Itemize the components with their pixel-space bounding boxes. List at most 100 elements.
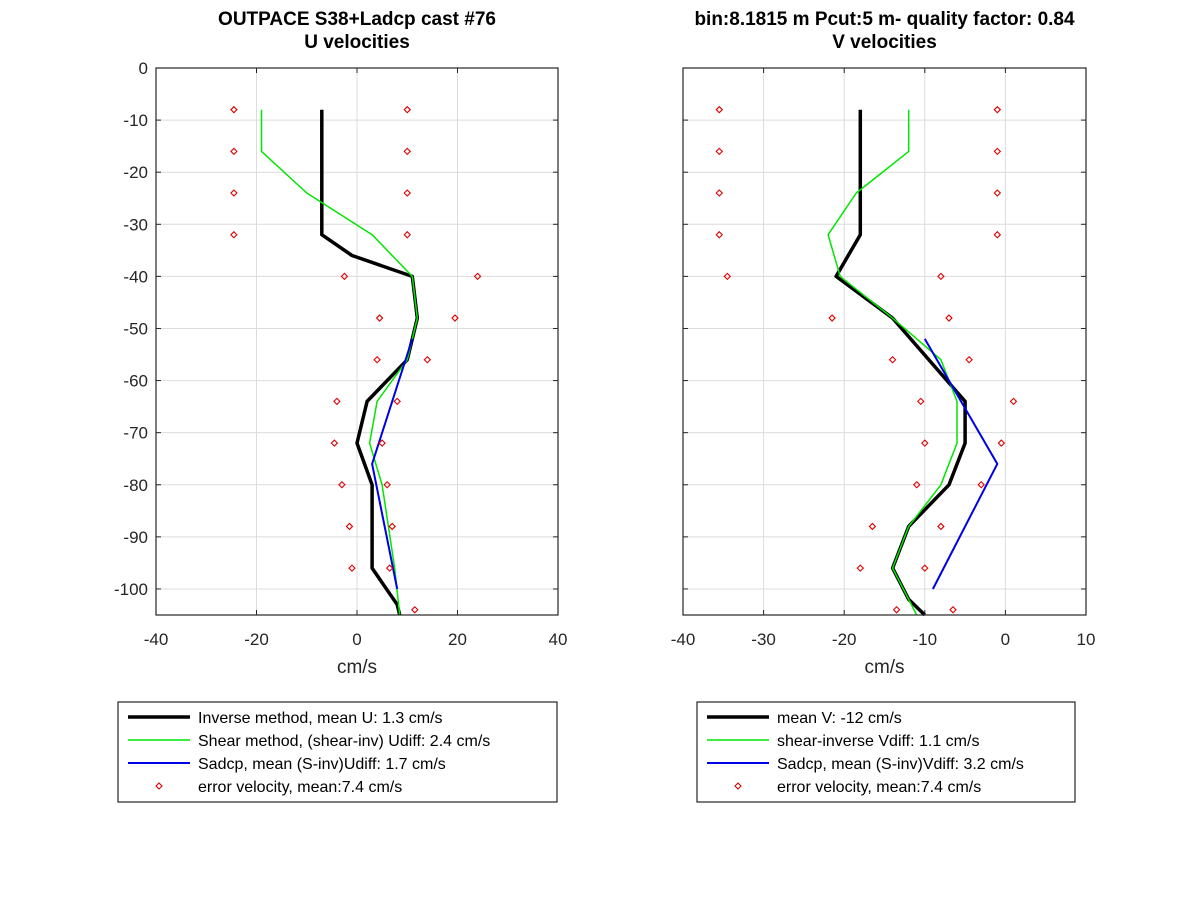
legend-entry: Shear method, (shear-inv) Udiff: 2.4 cm/… xyxy=(128,733,490,750)
legend-entry: Inverse method, mean U: 1.3 cm/s xyxy=(128,710,443,727)
y-tick-label: -80 xyxy=(123,476,148,495)
error-velocity-point xyxy=(965,355,973,364)
x-tick-label: -40 xyxy=(144,630,169,649)
error-velocity-point xyxy=(921,564,929,572)
error-velocity-point xyxy=(411,606,419,614)
error-velocity-point xyxy=(373,355,381,364)
plot-area xyxy=(683,68,1086,615)
legend-label: error velocity, mean:7.4 cm/s xyxy=(198,779,402,796)
x-tick-label: 40 xyxy=(549,630,568,649)
error-velocity-point xyxy=(937,272,945,281)
error-velocity-point xyxy=(715,105,724,114)
error-velocity-point xyxy=(856,564,865,572)
error-velocity-point xyxy=(993,189,1002,197)
legend-entry: Sadcp, mean (S-inv)Vdiff: 3.2 cm/s xyxy=(707,756,1024,773)
chart-panel-u: OUTPACE S38+Ladcp cast #76U velocities -4… xyxy=(114,9,568,803)
error-velocity-point xyxy=(715,230,724,239)
error-velocity-point xyxy=(393,397,401,406)
error-velocity-point xyxy=(912,480,921,489)
error-velocity-point xyxy=(338,480,346,489)
error-velocity-point xyxy=(868,522,877,531)
chart-title-line: U velocities xyxy=(304,32,410,53)
series-line-1 xyxy=(827,109,958,616)
legend-entry: error velocity, mean:7.4 cm/s xyxy=(734,779,981,796)
y-tick-label: 0 xyxy=(139,59,148,78)
y-tick-label: -90 xyxy=(123,528,148,547)
error-velocity-point xyxy=(403,230,412,239)
error-velocity-point xyxy=(473,272,482,281)
y-tick-label: -100 xyxy=(114,580,148,599)
y-tick-label: -20 xyxy=(123,163,148,182)
error-velocity-point xyxy=(451,314,459,322)
error-velocity-point xyxy=(403,189,412,197)
chart-title-line: OUTPACE S38+Ladcp cast #76 xyxy=(218,9,496,30)
error-velocity-point xyxy=(375,314,384,322)
error-velocity-point xyxy=(715,147,724,156)
error-velocity-point xyxy=(993,147,1002,156)
x-tick-label: -20 xyxy=(832,630,857,649)
error-velocity-point xyxy=(403,147,412,156)
legend-swatch-marker xyxy=(155,782,163,790)
chart-title-line: bin:8.1815 m Pcut:5 m- quality factor: 0… xyxy=(694,9,1075,30)
error-velocity-point xyxy=(333,397,341,406)
error-velocity-point xyxy=(949,606,957,614)
x-tick-label: 10 xyxy=(1077,630,1096,649)
series-line-2 xyxy=(923,338,999,590)
legend-label: error velocity, mean:7.4 cm/s xyxy=(777,779,981,796)
series-line-2 xyxy=(371,338,414,590)
x-tick-label: 0 xyxy=(352,630,361,649)
x-tick-label: -40 xyxy=(671,630,696,649)
x-tick-label: -10 xyxy=(913,630,938,649)
legend-entry: shear-inverse Vdiff: 1.1 cm/s xyxy=(707,733,979,750)
error-velocity-point xyxy=(916,397,925,406)
x-tick-label: 0 xyxy=(1001,630,1010,649)
legend-entry: mean V: -12 cm/s xyxy=(707,710,902,727)
y-tick-label: -50 xyxy=(123,319,148,338)
error-velocity-point xyxy=(345,522,354,531)
legend: Inverse method, mean U: 1.3 cm/s Shear me… xyxy=(117,701,558,803)
legend-label: Shear method, (shear-inv) Udiff: 2.4 cm/… xyxy=(198,733,490,750)
error-velocity-point xyxy=(715,189,724,197)
y-tick-label: -10 xyxy=(123,111,148,130)
y-tick-label: -30 xyxy=(123,215,148,234)
error-velocity-point xyxy=(892,606,901,614)
error-velocity-point xyxy=(1009,397,1018,406)
error-velocity-point xyxy=(230,189,238,197)
error-velocity-point xyxy=(945,314,953,322)
legend-label: Inverse method, mean U: 1.3 cm/s xyxy=(198,710,443,727)
x-tick-label: -20 xyxy=(244,630,269,649)
y-tick-label: -70 xyxy=(123,424,148,443)
error-velocity-point xyxy=(340,272,349,281)
x-tick-label: 20 xyxy=(448,630,467,649)
y-tick-label: -60 xyxy=(123,372,148,391)
error-velocity-point xyxy=(423,355,432,364)
error-velocity-point xyxy=(997,439,1006,447)
error-velocity-point xyxy=(348,564,356,572)
error-velocity-point xyxy=(921,439,929,447)
legend-swatch-marker xyxy=(734,782,742,790)
axes-frame xyxy=(682,67,1087,616)
x-tick-label: -30 xyxy=(751,630,776,649)
error-velocity-point xyxy=(230,230,238,239)
y-tick-label: -40 xyxy=(123,267,148,286)
legend-label: mean V: -12 cm/s xyxy=(777,710,902,727)
error-velocity-point xyxy=(993,105,1002,114)
chart-panel-v: bin:8.1815 m Pcut:5 m- quality factor: 0… xyxy=(671,9,1096,803)
x-axis-label: cm/s xyxy=(337,657,377,678)
error-velocity-point xyxy=(888,355,897,364)
error-velocity-point xyxy=(388,522,396,531)
error-velocity-point xyxy=(378,439,386,447)
error-velocity-point xyxy=(937,522,945,531)
legend: mean V: -12 cm/s shear-inverse Vdiff: 1.1… xyxy=(696,701,1076,803)
x-axis-label: cm/s xyxy=(864,657,904,678)
error-velocity-point xyxy=(230,147,238,156)
legend-entry: error velocity, mean:7.4 cm/s xyxy=(155,779,402,796)
error-velocity-point xyxy=(230,105,238,114)
legend-label: shear-inverse Vdiff: 1.1 cm/s xyxy=(777,733,979,750)
legend-label: Sadcp, mean (S-inv)Udiff: 1.7 cm/s xyxy=(198,756,446,773)
error-velocity-point xyxy=(330,439,339,447)
legend-box xyxy=(117,701,558,803)
error-velocity-point xyxy=(385,564,394,572)
chart-title-line: V velocities xyxy=(832,32,937,53)
